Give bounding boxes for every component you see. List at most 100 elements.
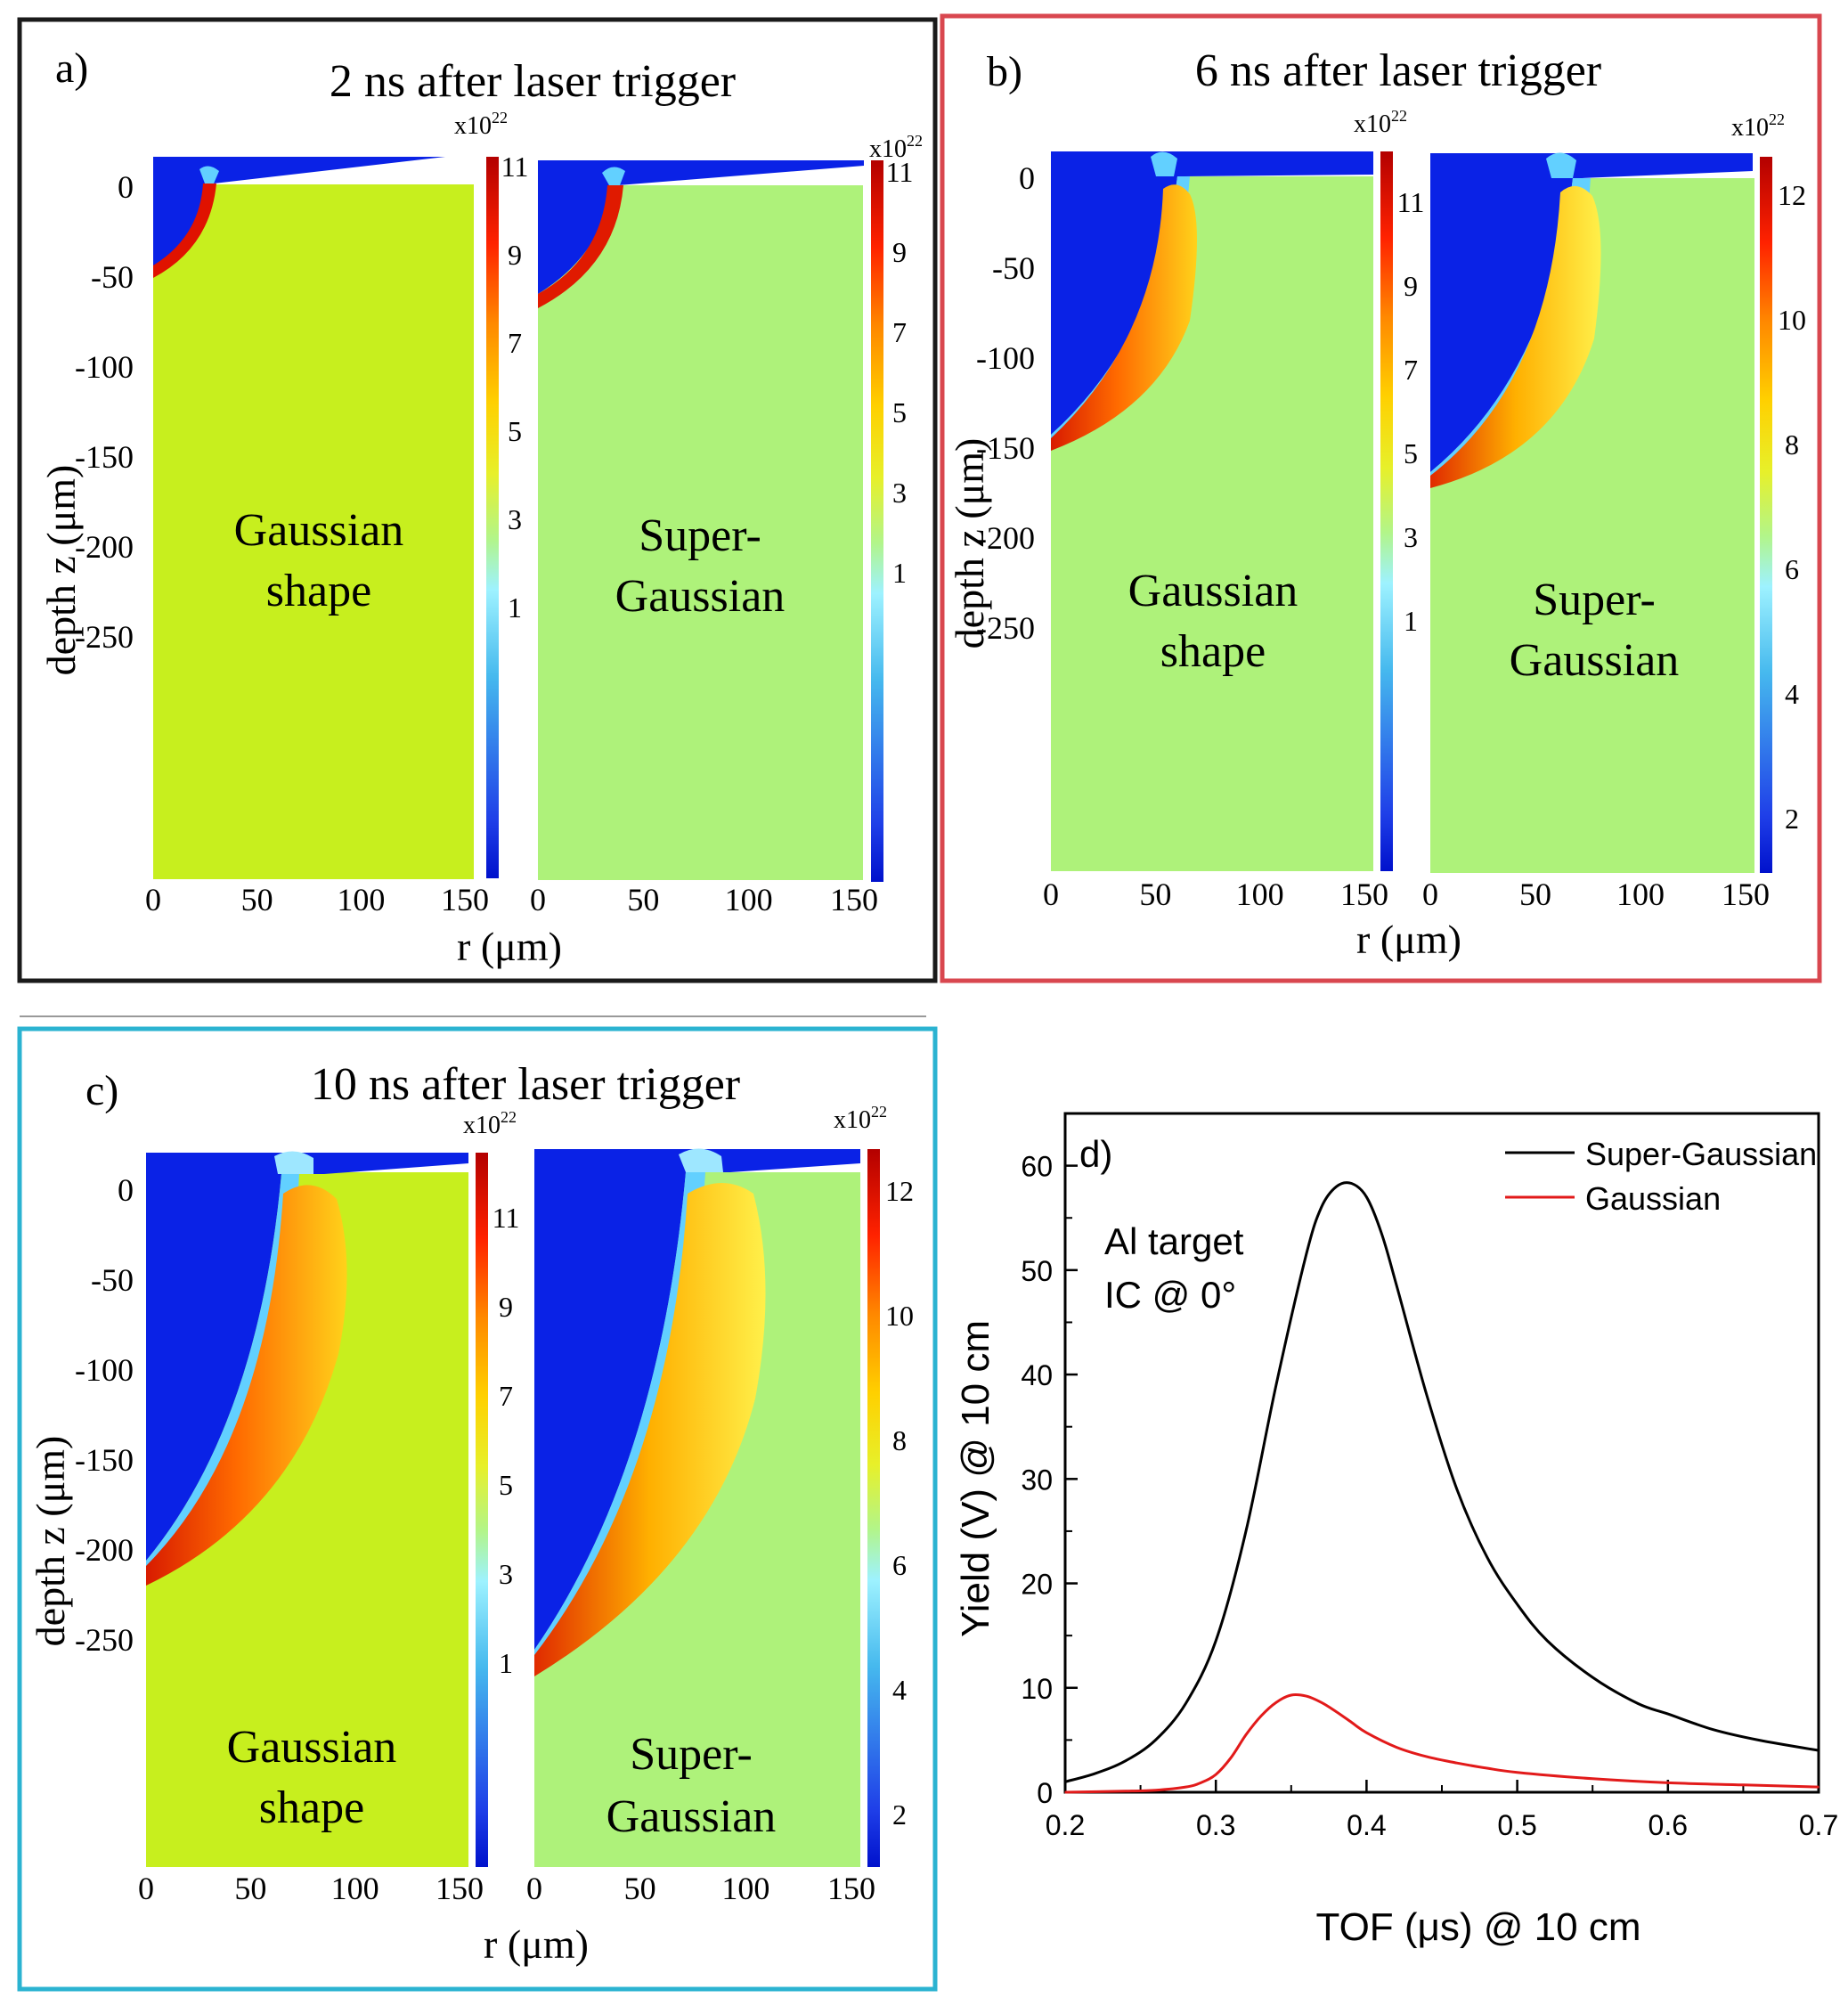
colorbar-ticks-super: 12 10 8 6 4 2 bbox=[1778, 179, 1806, 835]
data-point bbox=[1290, 1694, 1292, 1696]
depth-tick-label: -250 bbox=[75, 619, 134, 655]
colorbar-c-gauss bbox=[476, 1153, 488, 1867]
colorbar-tick-label: 1 bbox=[499, 1647, 513, 1679]
label-gaussian: Gaussian bbox=[1510, 635, 1680, 686]
y-tick-label: 40 bbox=[1021, 1359, 1053, 1391]
data-point bbox=[1124, 1790, 1127, 1792]
label-super: Super- bbox=[630, 1729, 753, 1780]
colorbar-tick-label: 9 bbox=[499, 1291, 513, 1323]
panel-c-frame bbox=[17, 1026, 938, 1992]
r-tick-labels-gaussian: 0 50 100 150 bbox=[1043, 877, 1388, 912]
data-point bbox=[1320, 1701, 1323, 1703]
map-background bbox=[538, 185, 863, 880]
data-point bbox=[1667, 1713, 1669, 1715]
legend: Super-Gaussian Gaussian bbox=[1505, 1136, 1817, 1217]
data-point bbox=[1365, 1196, 1368, 1198]
depth-tick-label: -100 bbox=[976, 340, 1035, 376]
data-point bbox=[1757, 1739, 1760, 1741]
map-background bbox=[153, 184, 474, 879]
colorbar-tick-label: 6 bbox=[1785, 553, 1799, 585]
multiplier: x10 bbox=[834, 1106, 871, 1134]
label-gaussian: Gaussian bbox=[607, 1791, 777, 1842]
r-tick-label: 0 bbox=[526, 1871, 542, 1906]
r-tick-label: 150 bbox=[441, 882, 489, 917]
data-point bbox=[1215, 1640, 1217, 1642]
colorbar-tick-label: 1 bbox=[1404, 605, 1418, 637]
depth-tick-label: -100 bbox=[75, 1352, 134, 1388]
r-tick-label: 150 bbox=[830, 882, 878, 917]
data-point bbox=[1095, 1773, 1096, 1774]
x-tick-label: 0.5 bbox=[1497, 1809, 1536, 1841]
label-shape: shape bbox=[259, 1782, 364, 1833]
data-point bbox=[1818, 1749, 1820, 1751]
x-tick-label: 0.3 bbox=[1196, 1809, 1235, 1841]
colorbar-c-super bbox=[867, 1149, 880, 1867]
r-tick-label: 100 bbox=[337, 882, 385, 917]
panel-b-title: 6 ns after laser trigger bbox=[1195, 45, 1601, 96]
data-point bbox=[1200, 1782, 1202, 1784]
depth-tick-label: -200 bbox=[75, 1532, 134, 1568]
colorbar-a-gauss-exponent-label: x1022 bbox=[454, 109, 508, 140]
data-point bbox=[1486, 1556, 1488, 1558]
data-point bbox=[1185, 1702, 1187, 1705]
multiplier: x10 bbox=[463, 1112, 501, 1139]
axis-ticks: 0.2 0.3 0.4 0.5 0.6 0.7 0 10 20 30 40 50 60 bbox=[1021, 1151, 1838, 1841]
r-tick-label: 50 bbox=[627, 882, 659, 917]
colorbar-a-super-exponent-label: x1022 bbox=[869, 132, 923, 163]
colorbar-tick-label: 8 bbox=[1785, 428, 1799, 461]
r-tick-labels-super: 0 50 100 150 bbox=[530, 882, 878, 917]
colorbar-tick-label: 3 bbox=[1404, 521, 1418, 553]
depth-tick-label: 0 bbox=[1019, 160, 1035, 196]
annotation-target: Al target bbox=[1104, 1220, 1244, 1262]
colorbar-tick-label: 12 bbox=[1778, 179, 1806, 211]
depth-tick-label: -150 bbox=[976, 430, 1035, 466]
plasma-halo bbox=[199, 166, 219, 183]
x-tick-label: 0.6 bbox=[1649, 1809, 1688, 1841]
data-point bbox=[1215, 1774, 1217, 1775]
plasma-front bbox=[538, 185, 623, 308]
plasma-halo-top bbox=[274, 1151, 313, 1174]
panel-c-supergaussian-map bbox=[534, 1148, 860, 1867]
data-point bbox=[1275, 1384, 1277, 1386]
colorbar-tick-label: 11 bbox=[493, 1202, 520, 1234]
colorbar-tick-label: 7 bbox=[499, 1380, 513, 1412]
panel-c-title: 10 ns after laser trigger bbox=[311, 1059, 740, 1110]
r-tick-label: 50 bbox=[1139, 877, 1171, 912]
depth-tick-labels: 0 -50 -100 -150 -200 -250 bbox=[75, 1172, 134, 1658]
x-tick-label: 0.2 bbox=[1046, 1809, 1085, 1841]
panel-d-letter: d) bbox=[1079, 1133, 1112, 1175]
colorbar-tick-label: 11 bbox=[1397, 186, 1425, 218]
panel-d: d) Al target IC @ 0° 0.2 0.3 0.4 0.5 0.6 0.70… bbox=[954, 1112, 1838, 1949]
plasma-front bbox=[146, 1185, 347, 1586]
r-tick-label: 0 bbox=[1422, 877, 1438, 912]
data-point bbox=[1456, 1762, 1458, 1764]
y-axis-label: depth z (μm) bbox=[28, 1436, 73, 1647]
colorbar-tick-label: 4 bbox=[892, 1674, 907, 1706]
panel-a-gaussian-map bbox=[153, 157, 474, 879]
plasma-front bbox=[1051, 184, 1197, 451]
panel-c: c) 10 ns after laser trigger x1022 x1022… bbox=[28, 1059, 914, 1967]
r-tick-label: 100 bbox=[721, 1871, 769, 1906]
colorbar-tick-label: 1 bbox=[892, 557, 907, 589]
vacuum-region bbox=[146, 1153, 468, 1561]
data-point bbox=[1365, 1732, 1368, 1733]
label-gaussian: Gaussian bbox=[1128, 566, 1298, 616]
data-point bbox=[1667, 1782, 1669, 1784]
x-tick-label: 0.4 bbox=[1347, 1809, 1386, 1841]
r-tick-label: 100 bbox=[1236, 877, 1284, 912]
colorbar-tick-label: 5 bbox=[892, 396, 907, 428]
x-axis-label: r (μm) bbox=[1356, 917, 1461, 962]
colorbar-tick-label: 2 bbox=[892, 1798, 907, 1831]
y-tick-label: 30 bbox=[1021, 1464, 1053, 1496]
colorbar-tick-label: 5 bbox=[1404, 437, 1418, 469]
label-shape: shape bbox=[1160, 626, 1266, 677]
data-point bbox=[1245, 1530, 1247, 1532]
panel-b: b) 6 ns after laser trigger x1022 x1022 … bbox=[947, 45, 1806, 962]
panel-a-supergaussian-map bbox=[538, 160, 864, 880]
multiplier: x10 bbox=[1731, 114, 1769, 142]
colorbar-b-gauss-exponent-label: x1022 bbox=[1354, 107, 1407, 138]
y-axis-label: Yield (V) @ 10 cm bbox=[954, 1320, 997, 1637]
r-tick-label: 150 bbox=[1722, 877, 1770, 912]
y-axis-label: depth z (μm) bbox=[38, 465, 84, 676]
